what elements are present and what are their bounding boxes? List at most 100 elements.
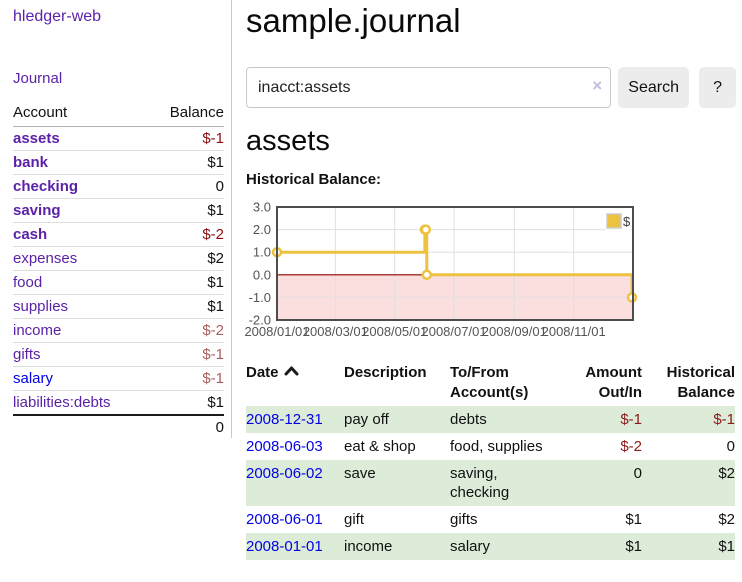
account-link-assets[interactable]: assets xyxy=(13,130,60,147)
legend-swatch xyxy=(607,214,621,228)
x-tick-label: 2008/05/01 xyxy=(362,324,427,339)
account-balance: $-1 xyxy=(149,127,224,151)
spacer xyxy=(13,415,149,439)
transaction-date-link[interactable]: 2008-06-02 xyxy=(246,465,323,482)
transaction-description: gift xyxy=(344,506,450,533)
accounts-table-header: Account Balance xyxy=(13,100,224,127)
account-row: salary $-1 xyxy=(13,367,224,391)
transaction-row: 2008-06-02savesaving, checking0$2 xyxy=(246,460,735,506)
account-heading: assets xyxy=(246,125,330,158)
account-row: checking 0 xyxy=(13,175,224,199)
account-link-salary[interactable]: salary xyxy=(13,370,53,387)
account-link-expenses[interactable]: expenses xyxy=(13,250,77,267)
account-link-checking[interactable]: checking xyxy=(13,178,78,195)
transaction-date-link[interactable]: 2008-12-31 xyxy=(246,411,323,428)
account-column-header: Account xyxy=(13,100,149,127)
account-row: assets $-1 xyxy=(13,127,224,151)
transaction-description: income xyxy=(344,533,450,560)
transaction-balance: $-1 xyxy=(642,406,735,433)
y-tick-label: 0.0 xyxy=(253,267,271,282)
account-link-bank[interactable]: bank xyxy=(13,154,48,171)
account-row: saving $1 xyxy=(13,199,224,223)
transaction-amount: $-2 xyxy=(562,433,642,460)
transaction-balance: 0 xyxy=(642,433,735,460)
account-row: food $1 xyxy=(13,271,224,295)
y-tick-label: 1.0 xyxy=(253,245,271,260)
transaction-date-link[interactable]: 2008-06-01 xyxy=(246,511,323,528)
transaction-accounts: gifts xyxy=(450,506,562,533)
app-title-link[interactable]: hledger-web xyxy=(13,8,101,26)
account-balance: $-1 xyxy=(149,367,224,391)
account-balance: $-1 xyxy=(149,343,224,367)
transaction-description: save xyxy=(344,460,450,506)
transaction-accounts: saving, checking xyxy=(450,460,562,506)
account-balance: $-2 xyxy=(149,223,224,247)
account-balance: $-2 xyxy=(149,319,224,343)
balance-column-header: Historical Balance xyxy=(642,360,735,406)
account-balance: $2 xyxy=(149,247,224,271)
x-tick-label: 2008/07/01 xyxy=(421,324,486,339)
transaction-row: 2008-12-31pay offdebts$-1$-1 xyxy=(246,406,735,433)
y-tick-label: -1.0 xyxy=(249,290,271,305)
transaction-balance: $2 xyxy=(642,460,735,506)
accounts-table: Account Balance assets $-1 bank $1 checking 0… xyxy=(13,100,224,439)
account-balance: 0 xyxy=(149,175,224,199)
transaction-accounts: food, supplies xyxy=(450,433,562,460)
x-tick-label: 2008/03/01 xyxy=(303,324,368,339)
account-row: cash $-2 xyxy=(13,223,224,247)
accounts-column-header: To/From Account(s) xyxy=(450,360,562,406)
transaction-date-link[interactable]: 2008-01-01 xyxy=(246,538,323,555)
account-balance: $1 xyxy=(149,151,224,175)
help-button[interactable]: ? xyxy=(699,67,736,108)
account-balance: $1 xyxy=(149,271,224,295)
account-balance: $1 xyxy=(149,199,224,223)
transaction-amount: $1 xyxy=(562,506,642,533)
transaction-row: 2008-06-03 eat & shopfood, supplies$-20 xyxy=(246,433,735,460)
accounts-total-value: 0 xyxy=(149,415,224,439)
transaction-accounts: debts xyxy=(450,406,562,433)
x-tick-label: 2008/01/01 xyxy=(244,324,309,339)
data-point xyxy=(423,271,431,279)
transaction-description: eat & shop xyxy=(344,433,450,460)
sidebar-item-journal[interactable]: Journal xyxy=(13,70,62,87)
transaction-amount: $-1 xyxy=(562,406,642,433)
sidebar: hledger-web Journal Account Balance asse… xyxy=(0,0,232,438)
y-tick-label: 2.0 xyxy=(253,222,271,237)
transaction-row: 2008-01-01incomesalary$1$1 xyxy=(246,533,735,560)
clear-search-icon[interactable]: × xyxy=(592,76,602,96)
data-point xyxy=(422,226,430,234)
search-button[interactable]: Search xyxy=(618,67,689,108)
description-column-header: Description xyxy=(344,360,450,406)
transaction-balance: $2 xyxy=(642,506,735,533)
account-row: expenses $2 xyxy=(13,247,224,271)
chart-label: Historical Balance: xyxy=(246,171,381,188)
legend-label: $ xyxy=(623,214,631,229)
accounts-total-row: 0 xyxy=(13,415,224,439)
account-link-liabilities-debts[interactable]: liabilities:debts xyxy=(13,394,111,411)
register-table: Date Description To/From Account(s) Amou… xyxy=(246,360,735,560)
account-link-income[interactable]: income xyxy=(13,322,61,339)
account-row: bank $1 xyxy=(13,151,224,175)
transaction-accounts: salary xyxy=(450,533,562,560)
x-tick-label: 2008/09/01 xyxy=(482,324,547,339)
account-balance: $1 xyxy=(149,391,224,416)
transaction-date-link[interactable]: 2008-06-03 xyxy=(246,438,323,455)
amount-column-header: Amount Out/In xyxy=(562,360,642,406)
account-link-supplies[interactable]: supplies xyxy=(13,298,68,315)
date-column-header[interactable]: Date xyxy=(246,360,344,406)
account-link-food[interactable]: food xyxy=(13,274,42,291)
account-link-gifts[interactable]: gifts xyxy=(13,346,41,363)
y-tick-label: 3.0 xyxy=(253,200,271,215)
balance-column-header: Balance xyxy=(149,100,224,127)
transaction-balance: $1 xyxy=(642,533,735,560)
account-link-cash[interactable]: cash xyxy=(13,226,47,243)
account-row: income $-2 xyxy=(13,319,224,343)
search-input[interactable] xyxy=(246,67,611,108)
account-link-saving[interactable]: saving xyxy=(13,202,61,219)
register-header-row: Date Description To/From Account(s) Amou… xyxy=(246,360,735,406)
transaction-amount: $1 xyxy=(562,533,642,560)
account-balance: $1 xyxy=(149,295,224,319)
sort-ascending-icon xyxy=(284,366,299,376)
transaction-row: 2008-06-01 giftgifts$1$2 xyxy=(246,506,735,533)
page-title: sample.journal xyxy=(246,2,461,40)
